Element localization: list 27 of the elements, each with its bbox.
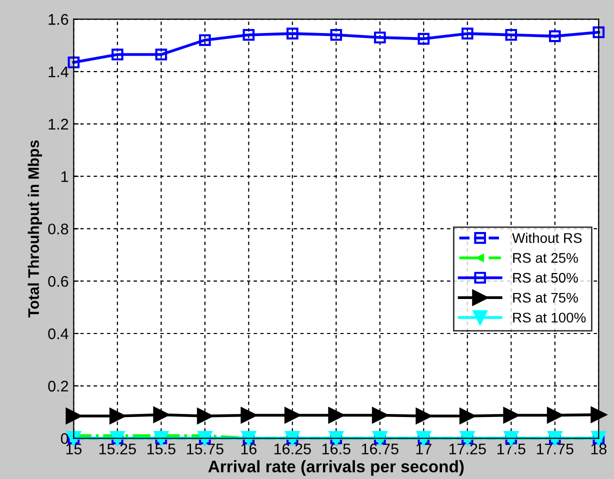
y-tick-label: 1.6 (48, 14, 68, 25)
x-tick-label: 16.5 (322, 444, 350, 454)
legend-label: RS at 25% (513, 253, 578, 263)
y-tick-label: 0.2 (48, 380, 68, 392)
x-axis-title: Arrival rate (arrivals per second) (208, 460, 464, 476)
legend-label: RS at 100% (513, 312, 586, 323)
y-axis-title: Total Throuhput in Mbps (28, 140, 42, 318)
y-tick-label: 1 (61, 171, 68, 182)
y-tick-label: 0.8 (48, 224, 68, 234)
x-tick-label: 15.25 (99, 444, 136, 454)
y-tick-label: 1.2 (48, 118, 68, 130)
y-tick-label: 0.6 (48, 276, 68, 287)
x-tick-label: 16.25 (274, 444, 311, 454)
y-tick-label: 0 (60, 433, 68, 444)
y-tick-label: 1.4 (48, 66, 68, 78)
y-tick-label: 0.4 (48, 328, 68, 340)
legend-label: Without RS (512, 232, 582, 243)
x-tick-label: 15.75 (186, 444, 224, 454)
x-tick-label: 15.5 (147, 444, 176, 454)
legend-label: RS at 50% (513, 272, 578, 283)
x-tick-label: 17.25 (449, 444, 486, 454)
x-tick-label: 18 (591, 444, 606, 454)
x-tick-label: 17.75 (536, 444, 574, 454)
legend-label: RS at 75% (513, 292, 578, 303)
x-tick-label: 15 (66, 444, 82, 454)
x-tick-label: 16 (241, 444, 256, 454)
x-tick-label: 16.75 (362, 444, 398, 454)
